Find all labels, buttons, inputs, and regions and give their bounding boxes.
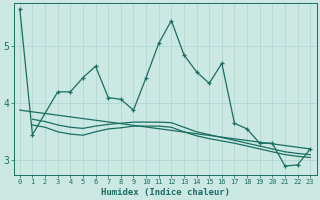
- X-axis label: Humidex (Indice chaleur): Humidex (Indice chaleur): [100, 188, 229, 197]
